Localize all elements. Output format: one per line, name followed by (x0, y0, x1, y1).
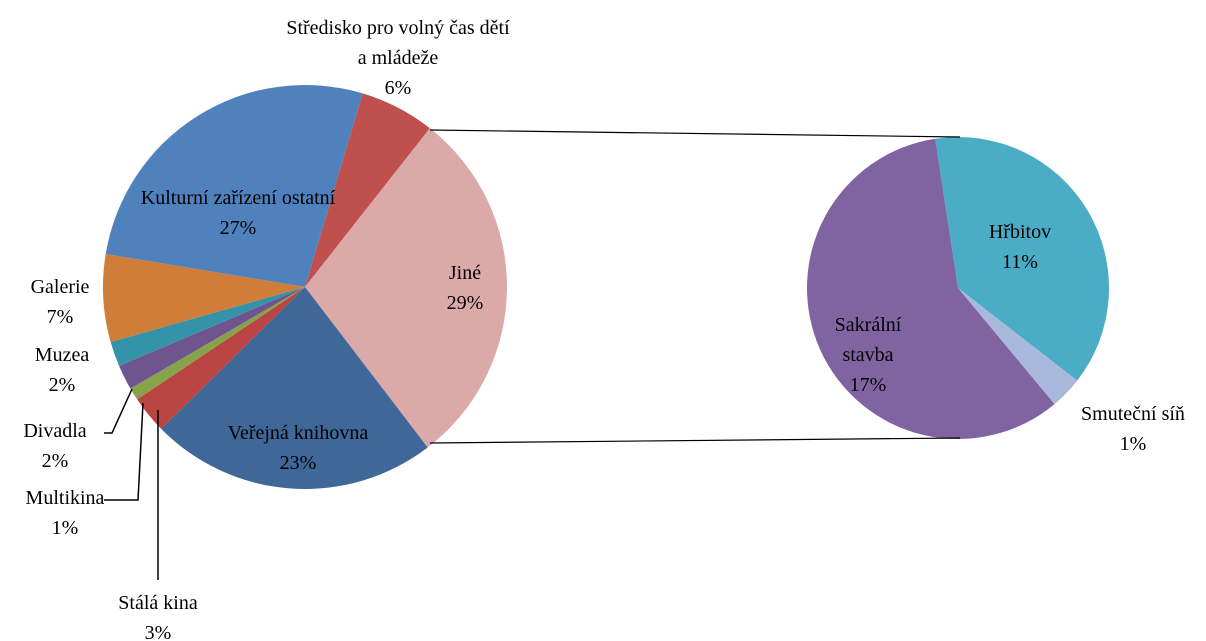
value-label: 1% (1119, 433, 1147, 455)
value-label: 29% (446, 292, 484, 314)
category-label: Hřbitov (988, 221, 1052, 243)
data-label: Muzea 2% (12, 340, 112, 400)
value-label: 3% (144, 622, 172, 641)
pie-slice (110, 287, 306, 366)
data-label: Sakrální stavba 17% (818, 310, 918, 400)
category-label: Sakrální stavba (834, 314, 902, 366)
data-label: Galerie 7% (10, 272, 110, 332)
category-label: Multikina (25, 487, 105, 509)
leader-line (104, 402, 144, 501)
pie-slice (119, 287, 306, 389)
data-label: Stálá kina 3% (88, 588, 228, 641)
category-label: Středisko pro volný čas dětí a mládeže (286, 17, 510, 69)
value-label: 23% (279, 452, 317, 474)
category-label: Galerie (30, 276, 90, 298)
slices (103, 84, 1110, 489)
leader-line (104, 388, 133, 434)
category-label: Veřejná knihovna (227, 422, 369, 444)
value-label: 27% (219, 217, 257, 239)
value-label: 2% (48, 374, 76, 396)
pie-slice (305, 93, 430, 287)
category-label: Jiné (448, 262, 482, 284)
pie-slice (958, 288, 1078, 405)
value-label: 2% (41, 450, 69, 472)
data-label: Veřejná knihovna 23% (188, 418, 408, 478)
value-label: 6% (384, 77, 412, 99)
value-label: 11% (1002, 251, 1038, 273)
data-label: Divadla 2% (5, 416, 105, 476)
value-label: 7% (46, 306, 74, 328)
pie-slice (305, 128, 507, 448)
connector-line (429, 129, 961, 138)
category-label: Divadla (23, 420, 87, 442)
data-label: Smuteční síň 1% (1053, 399, 1206, 459)
pie-slice (103, 254, 306, 343)
pie-slice (137, 287, 305, 429)
data-label: Hřbitov 11% (960, 217, 1080, 277)
data-label: Multikina 1% (5, 483, 125, 543)
connector-line (429, 437, 961, 444)
data-label: Středisko pro volný čas dětí a mládeže 6% (283, 13, 513, 103)
pie-slice (807, 138, 1055, 439)
category-label: Muzea (34, 344, 90, 366)
pie-slice (105, 84, 363, 287)
category-label: Smuteční síň (1081, 403, 1185, 425)
value-label: 1% (51, 517, 79, 539)
category-label: Kulturní zařízení ostatní (140, 187, 336, 209)
pie-slice (161, 287, 428, 489)
value-label: 17% (849, 374, 887, 396)
data-label: Jiné 29% (425, 258, 505, 318)
pie-slice (935, 136, 1110, 381)
category-label: Stálá kina (118, 592, 198, 614)
data-label: Kulturní zařízení ostatní 27% (138, 183, 338, 243)
pie-slice (130, 287, 305, 400)
